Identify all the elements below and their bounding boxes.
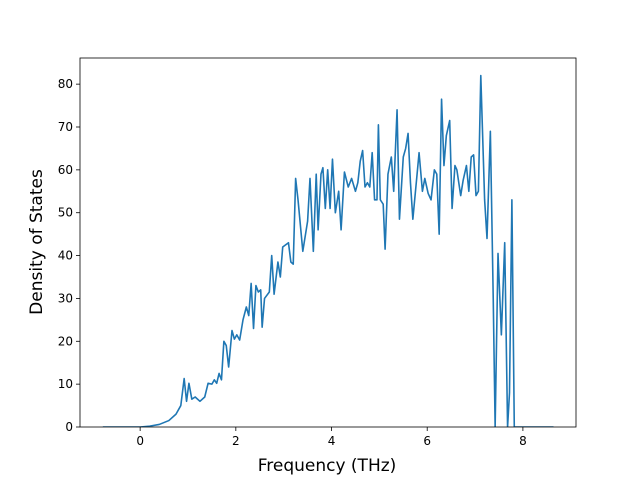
- plot-frame: [79, 57, 577, 428]
- y-tick-label: 20: [58, 334, 73, 348]
- y-tick-label: 60: [58, 163, 73, 177]
- x-tick-label: 4: [328, 434, 336, 448]
- y-tick-label: 40: [58, 249, 73, 263]
- y-tick-label: 70: [58, 120, 73, 134]
- x-tick-label: 6: [423, 434, 431, 448]
- y-axis-label: Density of States: [27, 169, 47, 315]
- x-tick-label: 0: [136, 434, 144, 448]
- y-tick-label: 50: [58, 206, 73, 220]
- x-tick-label: 8: [519, 434, 527, 448]
- x-axis-label: Frequency (THz): [258, 456, 397, 476]
- y-tick-label: 80: [58, 77, 73, 91]
- data-line: [102, 74, 554, 427]
- y-tick-label: 10: [58, 377, 73, 391]
- y-tick-label: 30: [58, 291, 73, 305]
- y-tick-label: 0: [65, 420, 73, 434]
- x-tick-label: 2: [232, 434, 240, 448]
